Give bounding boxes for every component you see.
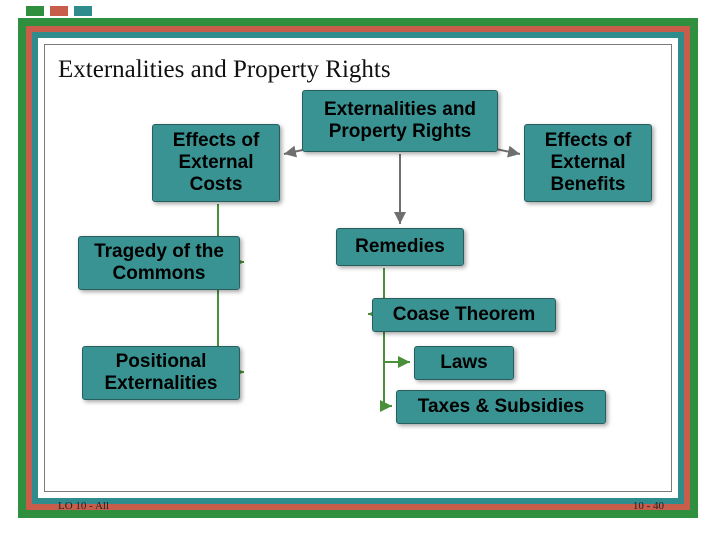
accent-square xyxy=(74,6,92,16)
accent-squares xyxy=(26,6,92,16)
page-number: 10 - 40 xyxy=(633,500,664,512)
node-remedies: Remedies xyxy=(336,228,464,266)
edge-remedies-taxes xyxy=(384,268,392,406)
accent-square xyxy=(26,6,44,16)
node-tragedy: Tragedy of the Commons xyxy=(78,236,240,290)
diagram-canvas: Externalities and Property Rights Effects… xyxy=(58,90,662,460)
node-laws: Laws xyxy=(414,346,514,380)
slide: Externalities and Property Rights Extern… xyxy=(0,0,720,540)
footer-text: LO 10 - All xyxy=(58,500,109,512)
page-title: Externalities and Property Rights xyxy=(58,56,662,84)
node-costs: Effects of External Costs xyxy=(152,124,280,202)
accent-square xyxy=(50,6,68,16)
node-root: Externalities and Property Rights xyxy=(302,90,498,152)
content-area: Externalities and Property Rights Extern… xyxy=(58,56,662,482)
node-positional: Positional Externalities xyxy=(82,346,240,400)
node-coase: Coase Theorem xyxy=(372,298,556,332)
node-benefits: Effects of External Benefits xyxy=(524,124,652,202)
node-taxes: Taxes & Subsidies xyxy=(396,390,606,424)
